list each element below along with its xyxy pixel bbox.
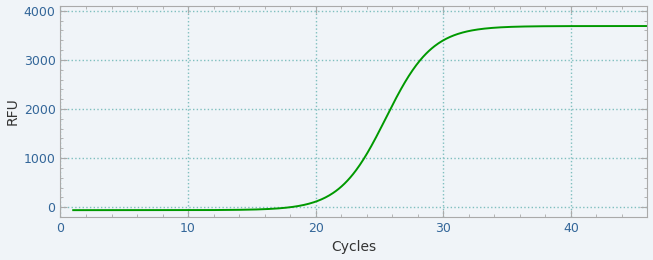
- Y-axis label: RFU: RFU: [6, 98, 20, 125]
- X-axis label: Cycles: Cycles: [331, 240, 377, 255]
